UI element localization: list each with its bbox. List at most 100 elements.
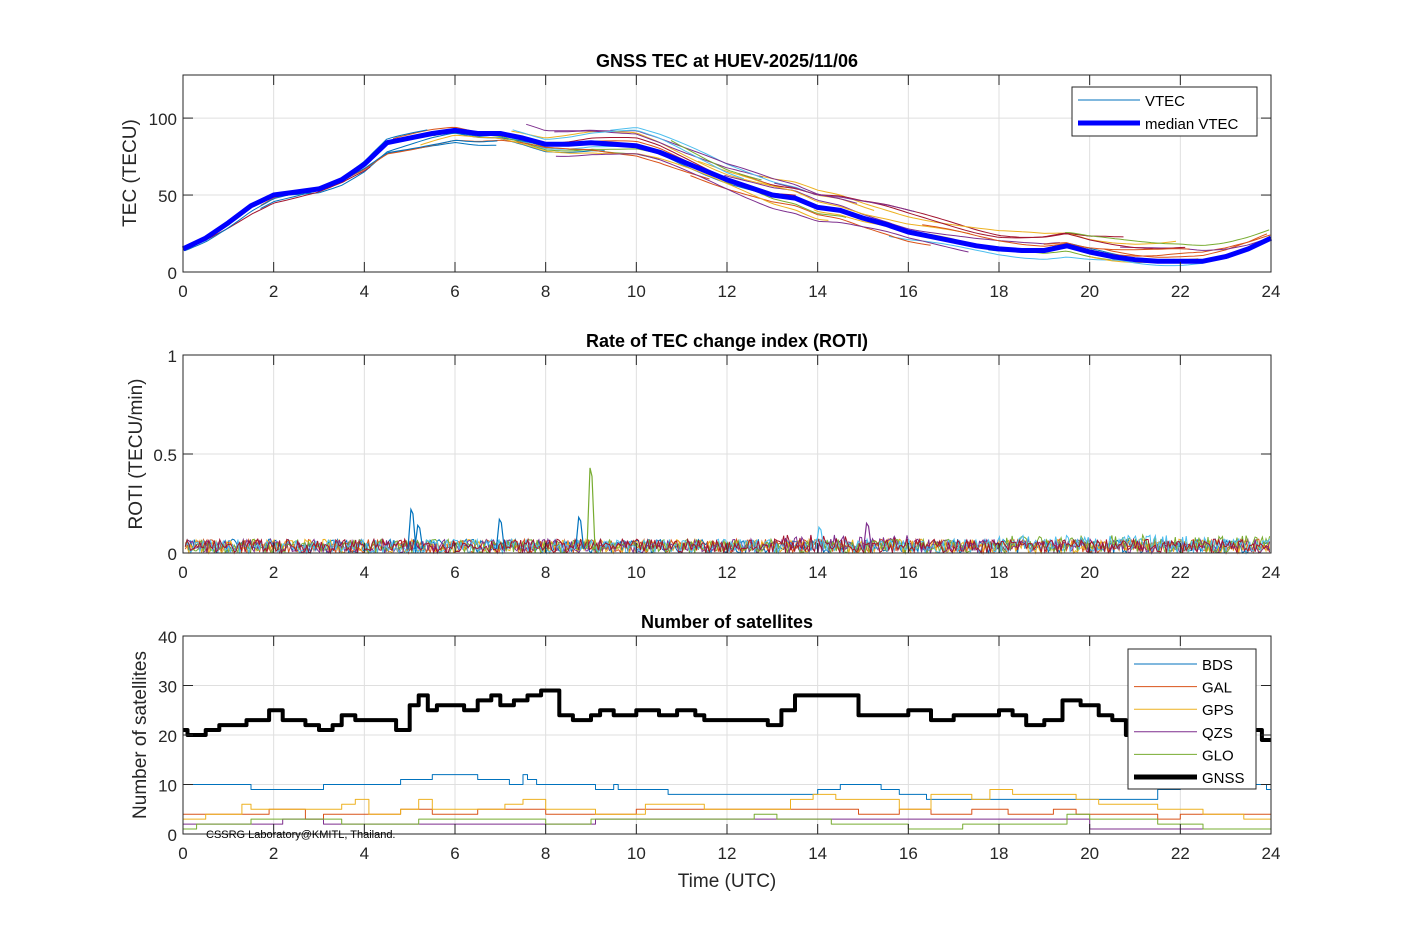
vtec-series-line	[758, 175, 1177, 245]
vtec-series-line	[1103, 233, 1268, 258]
legend-label-qzs: QZS	[1202, 725, 1233, 742]
vtec-series-line	[526, 123, 858, 204]
x-tick-label: 6	[450, 844, 459, 863]
roti-spike	[414, 523, 424, 550]
x-tick-label: 14	[808, 282, 827, 301]
x-tick-label: 20	[1080, 282, 1099, 301]
vtec-series-line	[670, 140, 762, 181]
x-tick-label: 16	[899, 282, 918, 301]
x-tick-label: 24	[1262, 563, 1281, 582]
nsat-ylabel: Number of satellites	[130, 651, 151, 819]
y-tick-label: 0.5	[153, 446, 177, 465]
legend-label-glo: GLO	[1202, 747, 1234, 764]
x-tick-label: 0	[178, 282, 187, 301]
tec-title: GNSS TEC at HUEV-2025/11/06	[596, 51, 858, 71]
y-tick-label: 1	[168, 347, 177, 366]
x-tick-label: 4	[360, 563, 369, 582]
vtec-series-line	[182, 132, 605, 251]
legend-label-gnss: GNSS	[1202, 770, 1245, 787]
vtec-series-line	[690, 175, 931, 246]
vtec-series-line	[697, 160, 970, 235]
y-tick-label: 0	[168, 826, 177, 845]
x-tick-label: 24	[1262, 844, 1281, 863]
x-tick-label: 18	[990, 563, 1009, 582]
legend-median-label: median VTEC	[1145, 116, 1239, 133]
x-tick-label: 18	[990, 282, 1009, 301]
nsat-legend: BDS GAL GPS QZS GLO GNSS	[1127, 648, 1257, 790]
tec-ylabel: TEC (TECU)	[120, 119, 141, 227]
vtec-series-line	[555, 153, 969, 253]
x-tick-label: 14	[808, 844, 827, 863]
roti-spike	[407, 507, 417, 550]
vtec-series-line	[512, 129, 745, 180]
y-tick-label: 100	[149, 110, 177, 129]
y-tick-label: 40	[158, 628, 177, 647]
x-tick-label: 0	[178, 563, 187, 582]
x-tick-label: 22	[1171, 844, 1190, 863]
x-tick-label: 4	[360, 844, 369, 863]
x-tick-label: 6	[450, 563, 459, 582]
nsat-series-glo	[183, 813, 1271, 830]
median-vtec-line	[181, 127, 1273, 264]
nsat-title: Number of satellites	[641, 612, 813, 632]
x-tick-label: 6	[450, 282, 459, 301]
x-tick-label: 16	[899, 844, 918, 863]
nsat-series-gps	[183, 789, 1272, 820]
x-tick-label: 22	[1171, 282, 1190, 301]
legend-vtec-label: VTEC	[1145, 93, 1185, 110]
roti-ylabel: ROTI (TECU/min)	[126, 379, 147, 530]
x-tick-label: 10	[627, 844, 646, 863]
x-tick-label: 16	[899, 563, 918, 582]
nsat-series-gal	[183, 808, 1271, 820]
roti-spike	[495, 517, 505, 550]
x-tick-label: 2	[269, 844, 278, 863]
vtec-series-line	[184, 139, 498, 252]
vtec-series-line	[610, 127, 806, 192]
x-tick-label: 24	[1262, 282, 1281, 301]
y-tick-label: 0	[168, 545, 177, 564]
x-tick-label: 22	[1171, 563, 1190, 582]
x-tick-label: 8	[541, 844, 550, 863]
x-tick-label: 4	[360, 282, 369, 301]
nsat-legend-box	[1127, 648, 1257, 790]
y-tick-label: 0	[168, 264, 177, 283]
roti-title: Rate of TEC change index (ROTI)	[586, 331, 868, 351]
roti-spike	[586, 467, 596, 550]
credit-annotation: CSSRG Laboratory@KMITL, Thailand.	[206, 829, 396, 841]
vtec-series-line	[1120, 237, 1270, 251]
y-tick-label: 10	[158, 777, 177, 796]
x-tick-label: 14	[808, 563, 827, 582]
y-tick-label: 30	[158, 678, 177, 697]
y-tick-label: 50	[158, 187, 177, 206]
roti-spike	[815, 525, 825, 550]
roti-grid	[182, 354, 1272, 554]
vtec-series-line	[724, 174, 1060, 245]
x-tick-label: 20	[1080, 844, 1099, 863]
x-tick-label: 8	[541, 563, 550, 582]
x-tick-label: 2	[269, 563, 278, 582]
tec-legend: VTEC median VTEC	[1071, 86, 1258, 137]
x-tick-label: 18	[990, 844, 1009, 863]
legend-label-gps: GPS	[1202, 702, 1234, 719]
x-tick-label: 10	[627, 563, 646, 582]
nsat-xlabel: Time (UTC)	[678, 871, 777, 892]
vtec-series-line	[554, 130, 763, 178]
x-tick-label: 12	[718, 563, 737, 582]
x-tick-label: 12	[718, 282, 737, 301]
legend-label-bds: BDS	[1202, 657, 1233, 674]
y-tick-label: 20	[158, 727, 177, 746]
x-tick-label: 10	[627, 282, 646, 301]
vtec-series-line	[1065, 229, 1270, 246]
x-tick-label: 0	[178, 844, 187, 863]
roti-spike	[862, 521, 873, 550]
legend-label-gal: GAL	[1202, 680, 1232, 697]
nsat-lines	[183, 688, 1272, 830]
x-tick-label: 20	[1080, 563, 1099, 582]
